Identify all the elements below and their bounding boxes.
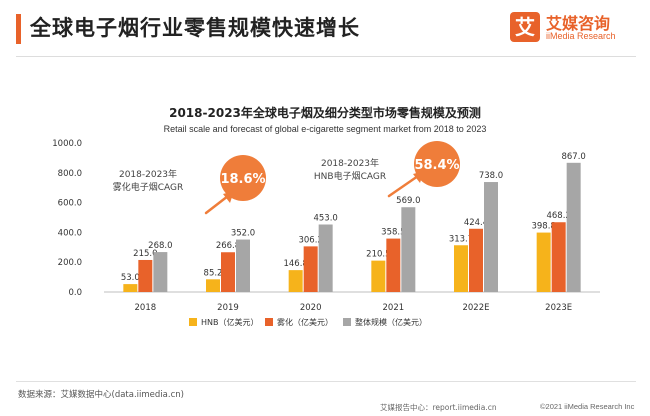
annotation-label: HNB电子烟CAGR xyxy=(314,170,386,182)
data-label: 268.0 xyxy=(148,241,172,251)
data-label: 215.0 xyxy=(133,249,157,259)
annotation-arrow xyxy=(387,174,420,198)
bar xyxy=(153,252,168,292)
y-tick-label: 800.0 xyxy=(58,169,82,179)
chart-subtitle: Retail scale and forecast of global e-ci… xyxy=(163,124,487,134)
y-tick-label: 0.0 xyxy=(68,288,82,298)
logo-subtext: iiMedia Research xyxy=(546,31,616,41)
cagr-value: 58.4% xyxy=(414,158,459,173)
legend-swatch xyxy=(343,318,351,326)
chart-title: 2018-2023年全球电子烟及细分类型市场零售规模及预测 xyxy=(169,106,481,120)
bar xyxy=(303,246,318,292)
cagr-value: 18.6% xyxy=(220,172,265,187)
y-tick-label: 400.0 xyxy=(58,228,82,238)
footer-divider xyxy=(16,381,636,382)
y-tick-label: 600.0 xyxy=(58,199,82,209)
bar xyxy=(386,238,401,292)
data-label: 424.4 xyxy=(464,218,488,228)
bar xyxy=(484,182,498,292)
data-label: 266.8 xyxy=(216,241,240,251)
data-label: 352.0 xyxy=(231,229,255,239)
bar xyxy=(401,207,416,292)
data-label: 313.7 xyxy=(449,234,473,244)
y-tick-label: 1000.0 xyxy=(52,139,82,149)
data-label: 867.0 xyxy=(561,152,585,162)
legend-label: HNB（亿美元） xyxy=(201,317,259,327)
bar xyxy=(221,252,235,292)
data-label: 210.5 xyxy=(366,250,390,260)
legend-swatch xyxy=(265,318,273,326)
bar xyxy=(206,279,220,292)
data-label: 358.5 xyxy=(381,228,405,238)
bar xyxy=(318,224,333,292)
bar xyxy=(566,162,581,292)
data-label: 85.2 xyxy=(204,268,223,278)
x-tick-label: 2023E xyxy=(545,303,572,313)
annotation-arrow xyxy=(204,194,230,215)
x-tick-label: 2020 xyxy=(300,303,322,313)
data-label: 306.2 xyxy=(298,235,322,245)
bar xyxy=(371,260,386,292)
bar xyxy=(536,232,551,292)
footer-report-link: 艾媒报告中心：report.iimedia.cn xyxy=(380,403,497,412)
y-tick-label: 200.0 xyxy=(58,258,82,268)
bar xyxy=(236,239,250,292)
x-tick-label: 2021 xyxy=(383,303,405,313)
bar xyxy=(123,284,138,292)
data-label: 569.0 xyxy=(396,196,420,206)
x-tick-label: 2019 xyxy=(217,303,239,313)
bar xyxy=(454,245,468,292)
data-label: 468.2 xyxy=(546,211,570,221)
brand-logo: 艾 艾媒咨询 iiMedia Research xyxy=(510,10,636,48)
x-tick-label: 2018 xyxy=(135,303,157,313)
cagr-badge xyxy=(414,141,460,187)
bar xyxy=(138,259,153,292)
data-label: 453.0 xyxy=(313,214,337,224)
legend-label: 雾化（亿美元） xyxy=(277,317,333,327)
logo-mark-icon: 艾 xyxy=(510,12,540,42)
title-accent-bar xyxy=(16,14,21,44)
x-tick-label: 2022E xyxy=(462,303,489,313)
bar xyxy=(551,222,566,292)
header-divider xyxy=(16,56,636,57)
legend-label: 整体规模（亿美元） xyxy=(355,317,427,327)
data-label: 398.8 xyxy=(531,222,555,232)
data-label: 738.0 xyxy=(479,171,503,181)
annotation-label: 2018-2023年 xyxy=(119,168,177,180)
page-title: 全球电子烟行业零售规模快速增长 xyxy=(30,16,360,40)
annotation-label: 2018-2023年 xyxy=(321,157,379,169)
data-label: 53.0 xyxy=(121,273,140,283)
bar xyxy=(288,270,303,292)
data-label: 146.8 xyxy=(283,259,307,269)
bar xyxy=(469,228,483,292)
annotation-label: 雾化电子烟CAGR xyxy=(113,181,184,193)
footer-copyright: ©2021 iiMedia Research Inc xyxy=(540,402,635,411)
data-source: 数据来源：艾媒数据中心(data.iimedia.cn) xyxy=(18,390,184,400)
logo-text: 艾媒咨询 xyxy=(546,14,611,33)
cagr-badge xyxy=(220,155,266,201)
legend-swatch xyxy=(189,318,197,326)
